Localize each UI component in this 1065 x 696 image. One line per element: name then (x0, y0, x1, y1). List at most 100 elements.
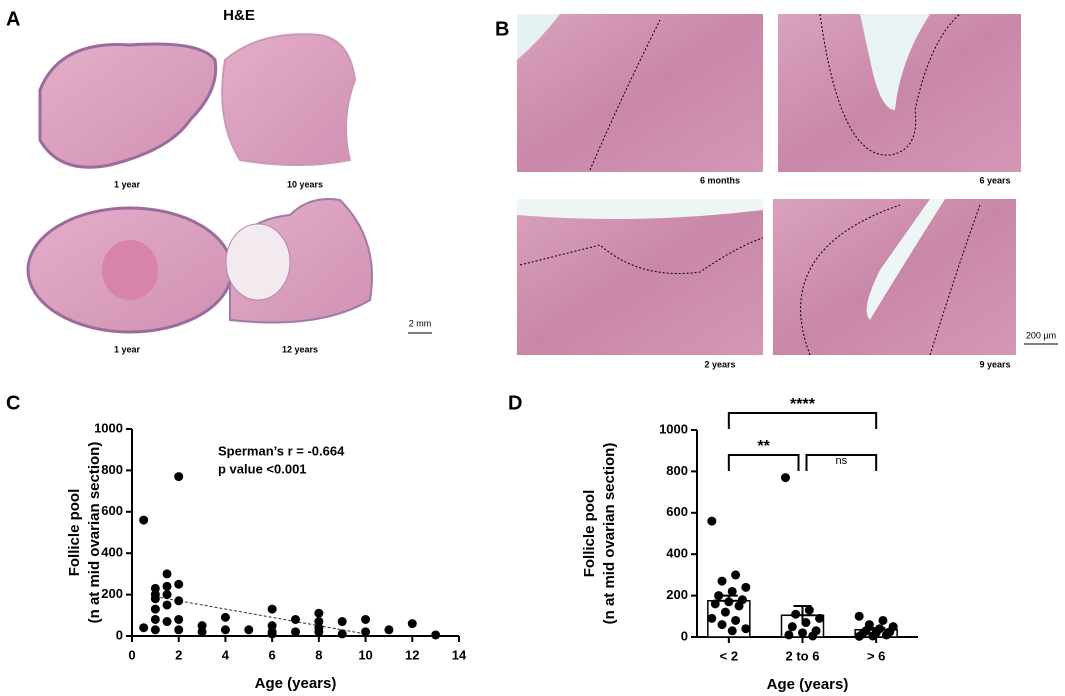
x-tick-label: > 6 (867, 648, 885, 663)
data-point (868, 631, 878, 641)
lumen (860, 14, 930, 110)
lumen (517, 14, 560, 60)
scale-label: 200 µm (1026, 330, 1056, 340)
x-tick-label: 2 (175, 647, 182, 662)
data-point (787, 622, 797, 632)
annotation: p value <0.001 (218, 461, 307, 476)
caption: 1 year (114, 179, 141, 189)
boundary (800, 204, 981, 356)
data-point (801, 618, 811, 628)
data-point (162, 617, 172, 627)
significance-label: ** (757, 438, 770, 455)
y-tick-label: 400 (101, 545, 123, 560)
x-tick-label: 2 to 6 (786, 648, 820, 663)
data-point (407, 619, 417, 629)
panel-b: B 6 months 6 years 2 years 9 years 200 µ… (495, 13, 1058, 369)
y-tick-label: 600 (101, 503, 123, 518)
caption: 10 years (287, 179, 323, 189)
data-point (734, 601, 744, 611)
data-point (150, 594, 160, 604)
caption: 12 years (282, 344, 318, 354)
tissue-detail (102, 240, 158, 300)
boundary (589, 19, 661, 171)
data-point (150, 604, 160, 614)
data-point (731, 570, 741, 580)
panel-label: B (495, 18, 509, 40)
data-point (174, 614, 184, 624)
significance-bracket (727, 454, 800, 471)
data-point (717, 576, 727, 586)
data-point (314, 627, 324, 637)
y-axis-label: (n at mid ovarian section) (86, 442, 103, 624)
trend-line (155, 596, 366, 635)
caption: 6 months (700, 175, 740, 185)
significance-bracket (805, 454, 878, 471)
significance-label: ns (836, 455, 848, 467)
y-tick-label: 800 (666, 463, 688, 478)
data-point (267, 604, 277, 614)
x-tick-label: 14 (452, 647, 467, 662)
error-bar (790, 604, 815, 625)
data-point (384, 625, 394, 635)
data-point (139, 623, 149, 633)
data-point (220, 612, 230, 622)
x-tick-label: 12 (405, 647, 419, 662)
data-point (197, 627, 207, 637)
y-tick-label: 0 (116, 627, 123, 642)
y-axis-label: Follicle pool (581, 490, 598, 578)
data-point (337, 629, 347, 639)
stain-title: H&E (223, 7, 255, 24)
y-tick-label: 0 (681, 628, 688, 643)
data-point (714, 591, 724, 601)
panel-label: A (6, 8, 20, 30)
data-point (337, 617, 347, 627)
boundary (519, 237, 764, 274)
x-axis-label: Age (years) (767, 676, 849, 693)
data-point (707, 516, 717, 526)
lumen (517, 199, 763, 219)
data-point (162, 581, 172, 591)
data-point (314, 617, 324, 627)
data-point (707, 613, 717, 623)
tissue-section (38, 42, 218, 169)
panel-label: C (6, 392, 20, 414)
data-point (804, 605, 814, 615)
scale-label: 2 mm (409, 318, 432, 328)
data-point (174, 472, 184, 482)
data-point (174, 596, 184, 606)
data-point (139, 515, 149, 525)
data-point (731, 615, 741, 625)
data-point (784, 630, 794, 640)
caption: 2 years (704, 359, 735, 369)
data-point (741, 582, 751, 592)
significance-label: **** (790, 396, 816, 413)
data-point (808, 631, 818, 641)
data-point (267, 621, 277, 631)
tissue-section (221, 33, 357, 166)
error-bar (716, 594, 741, 606)
data-point (741, 624, 751, 634)
data-point (162, 569, 172, 579)
x-tick-label: 6 (269, 647, 276, 662)
data-point (162, 590, 172, 600)
annotation: Sperman’s r = -0.664 (218, 443, 345, 458)
caption: 1 year (114, 344, 141, 354)
data-point (881, 630, 891, 640)
data-point (431, 630, 441, 640)
x-axis-label: Age (years) (255, 675, 337, 692)
data-point (361, 627, 371, 637)
y-tick-label: 600 (666, 504, 688, 519)
data-point (878, 615, 888, 625)
significance-bracket (727, 412, 878, 429)
data-point (791, 609, 801, 619)
y-axis-label: Follicle pool (66, 489, 83, 577)
caption: 6 years (979, 175, 1010, 185)
data-point (197, 621, 207, 631)
y-tick-label: 200 (101, 586, 123, 601)
x-tick-label: 8 (315, 647, 322, 662)
micrograph (517, 14, 763, 172)
y-tick-label: 200 (666, 587, 688, 602)
y-axis-label: (n at mid ovarian section) (601, 443, 618, 625)
tissue-detail (225, 223, 291, 301)
